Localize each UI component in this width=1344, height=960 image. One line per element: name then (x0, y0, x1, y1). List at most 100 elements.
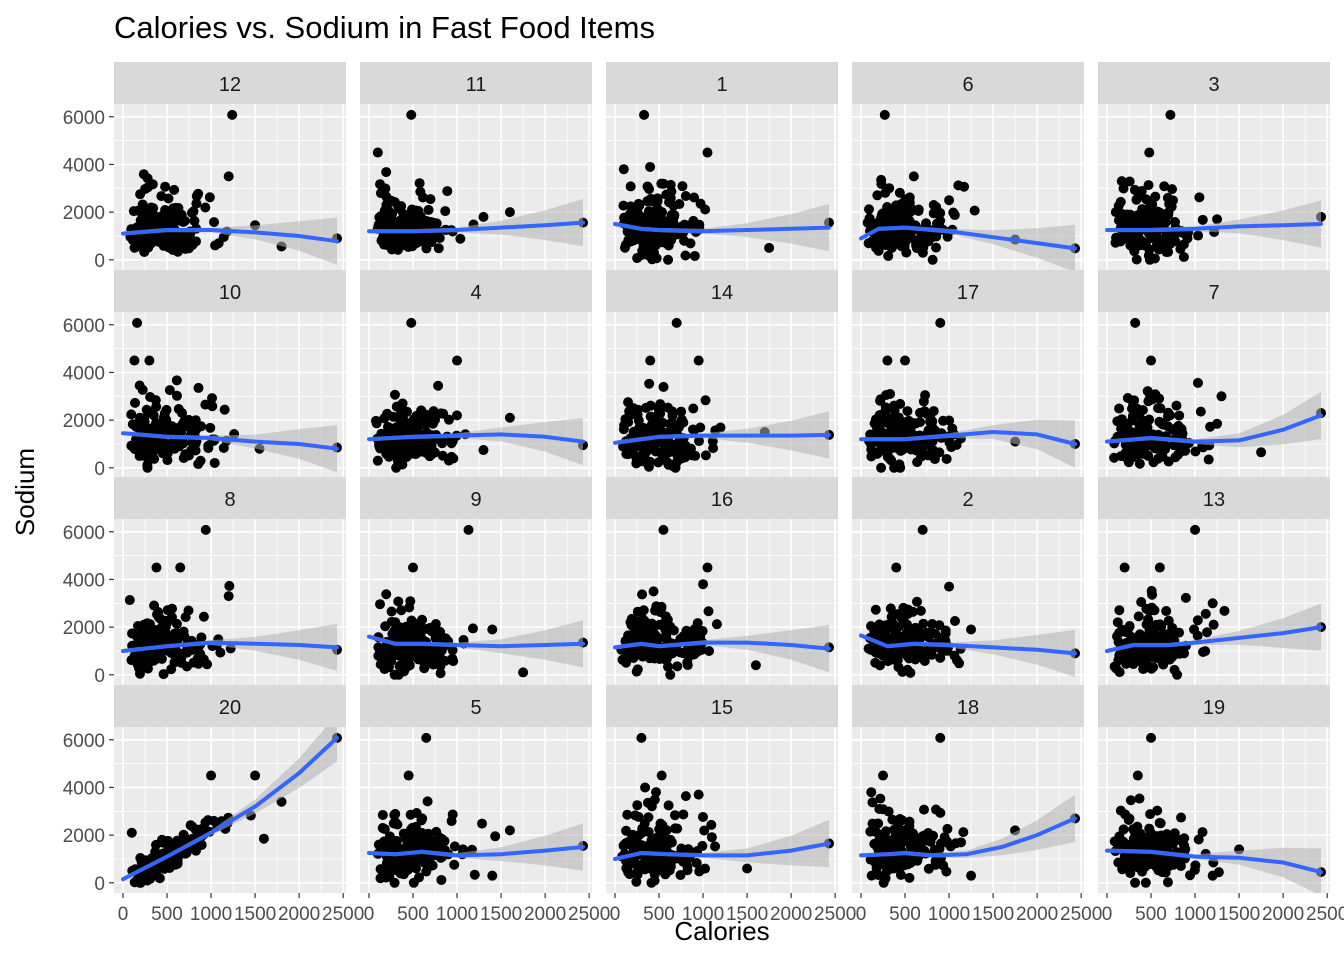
data-point (1154, 217, 1165, 228)
y-tick-label: 6000 (63, 108, 105, 129)
data-point (704, 645, 715, 656)
x-tick-label: 1000 (928, 904, 970, 925)
data-point (662, 402, 673, 413)
data-point (693, 436, 704, 447)
data-point (660, 869, 671, 880)
data-point (160, 181, 171, 192)
panel-plot-area (1105, 109, 1326, 265)
data-point (949, 210, 960, 221)
facet-strip (852, 270, 1084, 312)
facet-panel-4: 4 (360, 270, 592, 478)
facet-strip (1098, 270, 1330, 312)
y-axis-title: Sodium (10, 448, 40, 536)
data-point (944, 581, 955, 592)
data-point (173, 404, 184, 415)
data-point (618, 164, 629, 175)
data-point (1136, 597, 1147, 608)
facet-strip-label: 3 (1208, 74, 1219, 96)
data-point (887, 814, 898, 825)
smooth-line (859, 225, 1077, 251)
data-point (416, 405, 427, 416)
data-point (416, 827, 427, 838)
data-point (638, 614, 649, 625)
data-point (915, 839, 926, 850)
x-tick-label: 2000 (278, 904, 320, 925)
data-point (375, 864, 386, 875)
data-point (389, 389, 400, 400)
data-point (632, 409, 643, 420)
data-point (1166, 859, 1177, 870)
data-point (637, 589, 648, 600)
facet-strip-label: 9 (470, 489, 481, 511)
data-point (1192, 615, 1203, 626)
data-point (699, 825, 710, 836)
data-point (1147, 651, 1158, 662)
smooth-line (1105, 625, 1323, 653)
data-point (866, 870, 877, 881)
data-point (381, 192, 392, 203)
data-point (666, 212, 677, 223)
y-tick-label: 0 (94, 666, 105, 687)
data-point (697, 840, 708, 851)
data-point (417, 634, 428, 645)
data-point (415, 212, 426, 223)
data-point (386, 606, 397, 617)
data-point (1129, 648, 1140, 659)
facet-strip (114, 477, 346, 519)
confidence-band (123, 727, 337, 882)
data-point (638, 605, 649, 616)
data-point (934, 447, 945, 458)
data-point (935, 652, 946, 663)
panel-plot-area (859, 524, 1080, 678)
data-point (151, 839, 162, 850)
data-point (1146, 585, 1157, 596)
data-point (625, 236, 636, 247)
data-point (381, 167, 392, 178)
data-point (923, 631, 934, 642)
data-point (437, 450, 448, 461)
data-point (395, 204, 406, 215)
data-point (621, 863, 632, 874)
data-point (408, 418, 419, 429)
data-point (864, 213, 875, 224)
data-point (708, 443, 719, 454)
panel-plot-area (121, 524, 342, 680)
data-point (870, 622, 881, 633)
data-point (394, 660, 405, 671)
data-point (1125, 795, 1136, 806)
facet-panel-13: 13 (1098, 477, 1330, 685)
data-point (210, 240, 221, 251)
facet-panel-12: 12 0 2000 4000 6000 (63, 62, 346, 272)
data-point (969, 205, 980, 216)
data-point (935, 215, 946, 226)
confidence-band (615, 625, 829, 673)
data-point (896, 647, 907, 658)
data-point (389, 448, 400, 459)
data-point (639, 818, 650, 829)
data-point (1195, 406, 1206, 417)
data-point (663, 800, 674, 811)
data-point (901, 604, 912, 615)
facet-panel-18: 18 0 500 1000 1500 2000 2500 (852, 685, 1102, 925)
smooth-line (121, 228, 339, 244)
data-point (258, 833, 269, 844)
data-point (698, 579, 709, 590)
data-point (929, 844, 940, 855)
data-point (884, 649, 895, 660)
data-point (1144, 833, 1155, 844)
data-point (1155, 619, 1166, 630)
data-point (1127, 452, 1138, 463)
smooth-line (1105, 413, 1323, 444)
data-point (645, 161, 656, 172)
data-point (1144, 147, 1155, 158)
data-point (388, 238, 399, 249)
data-point (1116, 176, 1127, 187)
data-point (169, 184, 180, 195)
data-point (882, 355, 893, 366)
data-point (940, 837, 951, 848)
data-point (870, 604, 881, 615)
facet-panel-10: 10 0 2000 4000 6000 (63, 270, 346, 480)
x-tick-label: 2500 (568, 904, 610, 925)
data-point (893, 420, 904, 431)
